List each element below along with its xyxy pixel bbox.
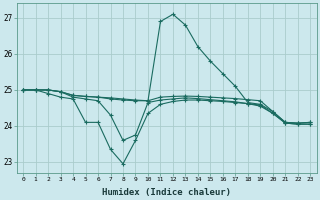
X-axis label: Humidex (Indice chaleur): Humidex (Indice chaleur) xyxy=(102,188,231,197)
